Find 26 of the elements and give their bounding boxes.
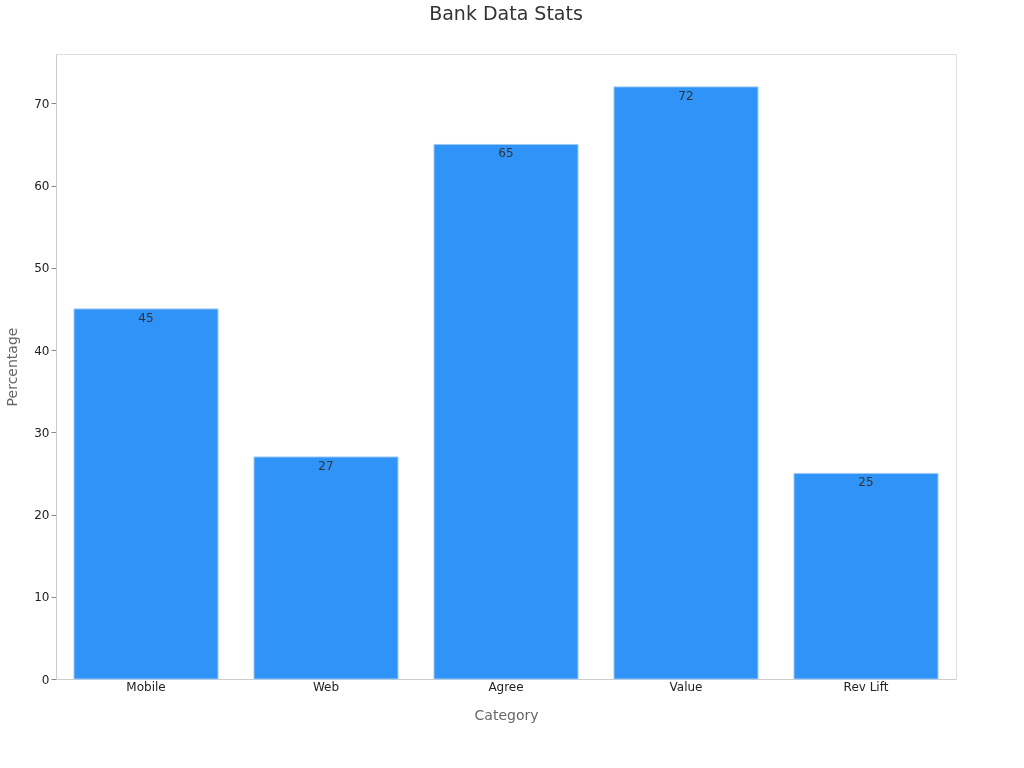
x-tick-label: Mobile xyxy=(126,679,166,694)
data-label: 45 xyxy=(138,310,154,325)
x-tick-label: Agree xyxy=(488,679,524,694)
y-tick-label: 10 xyxy=(34,590,50,605)
bar xyxy=(253,456,399,680)
chart-title: Bank Data Stats xyxy=(429,2,583,24)
x-tick-label: Rev Lift xyxy=(843,679,889,694)
bar xyxy=(433,143,579,680)
data-label: 72 xyxy=(678,88,694,103)
y-tick-label: 20 xyxy=(34,508,50,523)
bar xyxy=(613,86,759,680)
x-axis-title: Category xyxy=(474,706,539,723)
y-tick-label: 50 xyxy=(34,261,50,276)
x-tick-label: Value xyxy=(669,679,703,694)
bar xyxy=(73,308,219,680)
y-tick-label: 0 xyxy=(41,672,50,687)
y-tick-label: 30 xyxy=(34,425,50,440)
data-label: 25 xyxy=(858,475,874,490)
y-tick-label: 40 xyxy=(34,343,50,358)
y-tick-label: 60 xyxy=(34,179,50,194)
x-tick-label: Web xyxy=(312,679,340,694)
bar xyxy=(793,472,939,680)
y-tick-label: 70 xyxy=(34,96,50,111)
data-label: 27 xyxy=(318,458,334,473)
y-axis-title: Percentage xyxy=(4,327,21,407)
data-label: 65 xyxy=(498,146,514,161)
